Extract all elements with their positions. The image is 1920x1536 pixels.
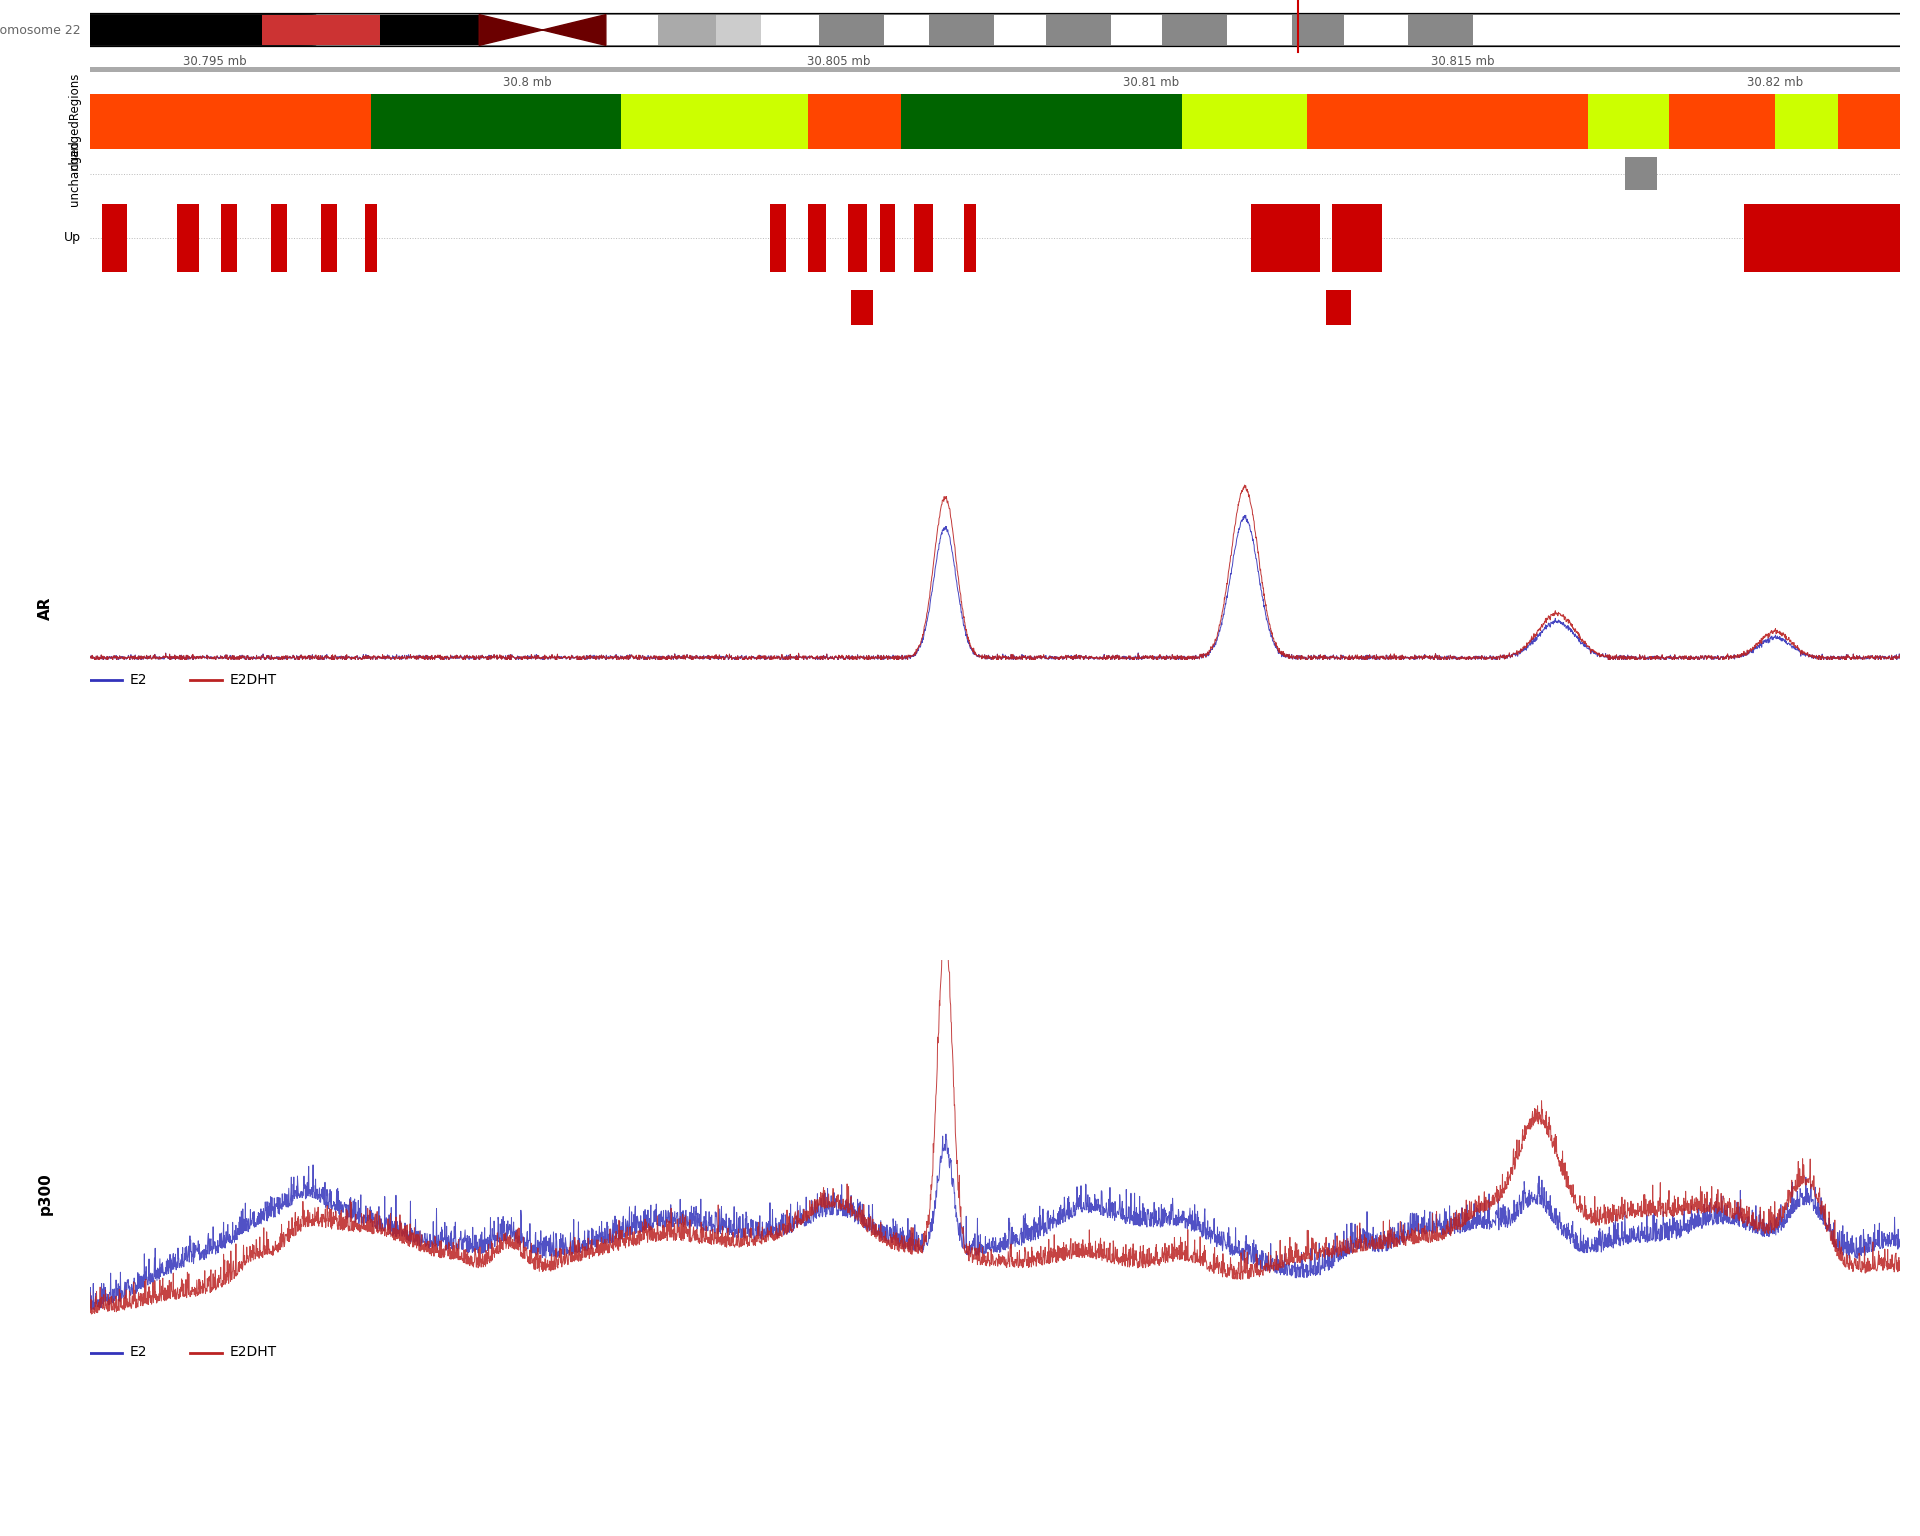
Bar — [1344, 15, 1407, 46]
Bar — [914, 204, 933, 272]
Bar — [716, 15, 760, 46]
Text: p300: p300 — [38, 1172, 52, 1215]
Bar — [1776, 94, 1837, 149]
Bar — [371, 94, 620, 149]
Text: 30.82 mb: 30.82 mb — [1747, 77, 1803, 89]
Bar — [1327, 290, 1352, 326]
Bar — [964, 204, 975, 272]
Text: E2DHT: E2DHT — [230, 1346, 276, 1359]
Bar — [939, 94, 1183, 149]
Polygon shape — [480, 15, 607, 46]
Bar — [1227, 15, 1292, 46]
Bar — [1046, 15, 1110, 46]
Text: 30.815 mb: 30.815 mb — [1430, 55, 1496, 68]
Text: 30.8 mb: 30.8 mb — [503, 77, 551, 89]
Bar — [659, 15, 716, 46]
Bar — [849, 204, 868, 272]
Bar — [102, 204, 127, 272]
Bar — [820, 15, 883, 46]
Bar — [883, 15, 929, 46]
Bar — [90, 94, 371, 149]
Text: E2: E2 — [131, 673, 148, 687]
Bar — [879, 204, 895, 272]
Bar — [177, 204, 200, 272]
Bar — [1292, 15, 1344, 46]
Bar — [929, 15, 995, 46]
Text: 30.805 mb: 30.805 mb — [806, 55, 870, 68]
Bar — [760, 15, 820, 46]
Bar — [995, 15, 1046, 46]
Bar — [1162, 15, 1227, 46]
Text: 30.795 mb: 30.795 mb — [182, 55, 246, 68]
Text: Chromosome 22: Chromosome 22 — [0, 23, 81, 37]
Bar — [1837, 94, 1901, 149]
FancyBboxPatch shape — [71, 14, 317, 46]
Bar — [1626, 157, 1657, 190]
Bar — [1473, 15, 1530, 46]
Bar — [1743, 204, 1901, 272]
Bar — [321, 204, 336, 272]
Text: E2DHT: E2DHT — [230, 673, 276, 687]
Bar — [620, 94, 808, 149]
FancyBboxPatch shape — [54, 14, 1920, 46]
Bar — [1588, 94, 1668, 149]
Bar — [380, 15, 480, 46]
Bar — [808, 94, 900, 149]
Bar — [808, 204, 826, 272]
Bar — [271, 204, 286, 272]
Bar — [221, 204, 236, 272]
Text: AR: AR — [38, 596, 52, 621]
Bar — [1308, 94, 1588, 149]
Bar — [1668, 94, 1776, 149]
Bar — [1407, 15, 1473, 46]
Bar — [770, 204, 785, 272]
Bar — [90, 68, 1901, 72]
Bar — [365, 204, 376, 272]
Bar — [1183, 94, 1308, 149]
Bar — [607, 15, 659, 46]
Text: changedRegions: changedRegions — [67, 72, 81, 170]
Bar — [1110, 15, 1162, 46]
Text: 30.81 mb: 30.81 mb — [1123, 77, 1179, 89]
Text: unchanged: unchanged — [67, 141, 81, 206]
Bar — [1252, 204, 1319, 272]
Bar — [1332, 204, 1382, 272]
Bar — [900, 94, 939, 149]
Text: E2: E2 — [131, 1346, 148, 1359]
Bar — [261, 15, 380, 46]
Text: Up: Up — [63, 232, 81, 244]
Bar — [851, 290, 874, 326]
